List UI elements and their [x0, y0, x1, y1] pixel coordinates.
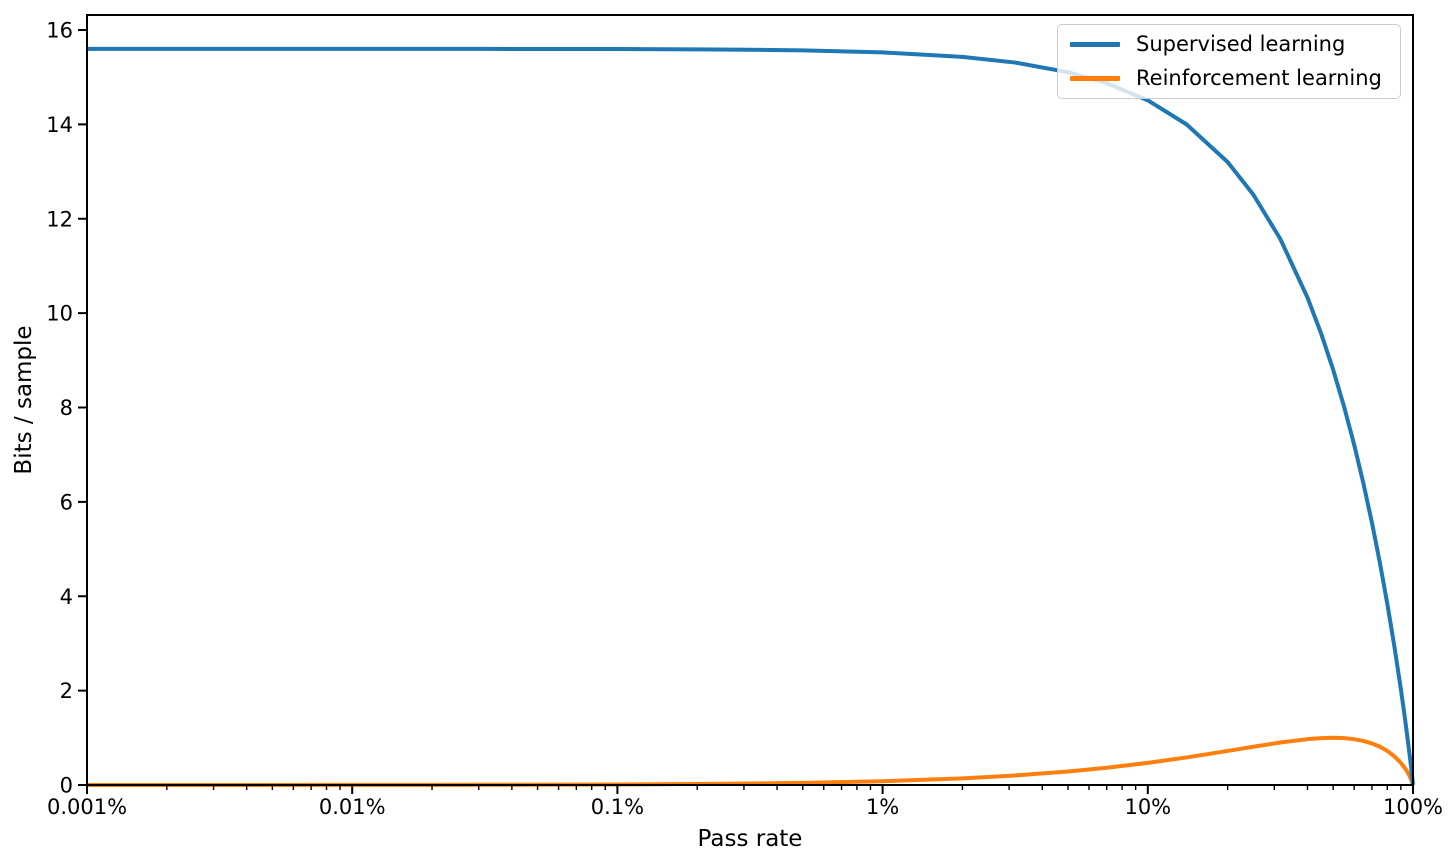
y-axis-label: Bits / sample — [11, 325, 37, 475]
series-line-reinforcement — [86, 735, 1415, 787]
y-tick-label: 0 — [60, 774, 73, 798]
series-line-supervised — [87, 46, 1415, 786]
x-tick-label: 0.001% — [47, 795, 127, 819]
legend-line-supervised-icon — [1070, 42, 1120, 47]
y-tick-label: 4 — [60, 585, 73, 609]
y-tick-label: 6 — [60, 490, 73, 514]
x-tick-label: 0.01% — [319, 795, 386, 819]
legend: Supervised learning Reinforcement learni… — [1057, 24, 1401, 99]
y-tick-label: 8 — [60, 396, 73, 420]
legend-item-supervised: Supervised learning — [1070, 32, 1388, 57]
x-axis-label: Pass rate — [697, 826, 803, 852]
y-tick-label: 2 — [60, 679, 73, 703]
x-tick-label: 10% — [1124, 795, 1171, 819]
legend-line-reinforcement-icon — [1070, 76, 1120, 81]
x-tick-label: 1% — [866, 795, 899, 819]
y-tick-label: 14 — [46, 113, 73, 137]
legend-item-reinforcement: Reinforcement learning — [1070, 66, 1388, 91]
y-tick-label: 16 — [46, 19, 73, 43]
legend-label-supervised: Supervised learning — [1136, 31, 1346, 56]
legend-label-reinforcement: Reinforcement learning — [1136, 66, 1382, 90]
y-tick-label: 10 — [46, 302, 73, 326]
y-tick-label: 12 — [46, 207, 73, 231]
x-tick-label: 100% — [1383, 795, 1443, 819]
x-tick-label: 0.1% — [591, 795, 644, 819]
plot-spines — [86, 14, 1414, 786]
